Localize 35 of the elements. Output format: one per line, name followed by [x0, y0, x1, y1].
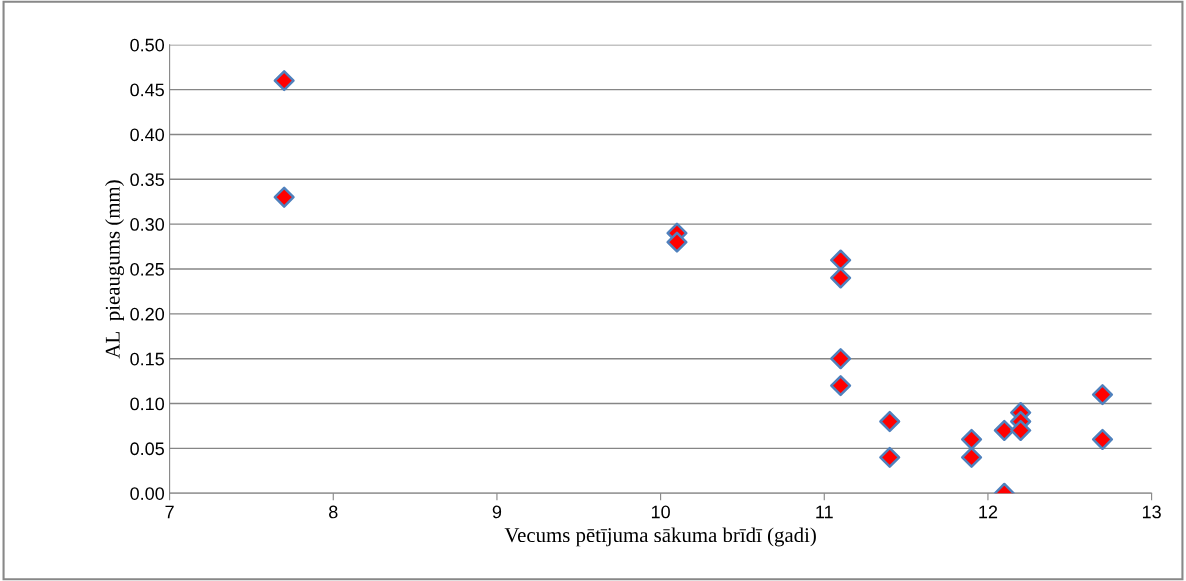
y-axis-title: AL pieaugums (mm): [105, 180, 125, 359]
y-tick-label: 0.50: [130, 38, 165, 52]
x-tick-label: 8: [329, 505, 338, 519]
y-tick-label: 0.30: [130, 218, 165, 231]
point: [830, 348, 852, 370]
point: [830, 267, 852, 289]
point: [961, 428, 983, 451]
point: [961, 446, 983, 468]
x-tick-label: 13: [1142, 505, 1161, 519]
x-axis-title: Vecums pētījuma sākuma brīdī (gadi): [504, 527, 816, 547]
x-tick-label: 11: [816, 505, 833, 519]
point: [666, 231, 688, 253]
y-tick-label: 0.40: [130, 128, 165, 142]
y-tick-label: 0.10: [130, 397, 165, 411]
point: [1091, 428, 1114, 451]
x-tick-label: 12: [979, 505, 998, 519]
point: [273, 186, 295, 208]
y-tick-label: 0.15: [130, 352, 164, 366]
x-tick-label: 10: [651, 505, 670, 519]
x-tick-label: 7: [165, 505, 174, 519]
y-tick-label: 0.05: [130, 442, 164, 456]
point: [879, 410, 901, 433]
point: [273, 70, 295, 92]
y-tick-label: 0.25: [130, 262, 164, 276]
y-tick-label: 0.00: [130, 487, 165, 500]
x-tick-label: 9: [492, 505, 502, 519]
y-tick-label: 0.35: [130, 173, 164, 187]
point: [879, 446, 901, 468]
point: [1010, 419, 1032, 442]
point: [830, 375, 852, 397]
y-tick-label: 0.45: [130, 83, 164, 97]
y-tick-label: 0.20: [130, 307, 165, 321]
point: [830, 249, 852, 271]
point: [1091, 384, 1114, 406]
point: [993, 419, 1015, 442]
